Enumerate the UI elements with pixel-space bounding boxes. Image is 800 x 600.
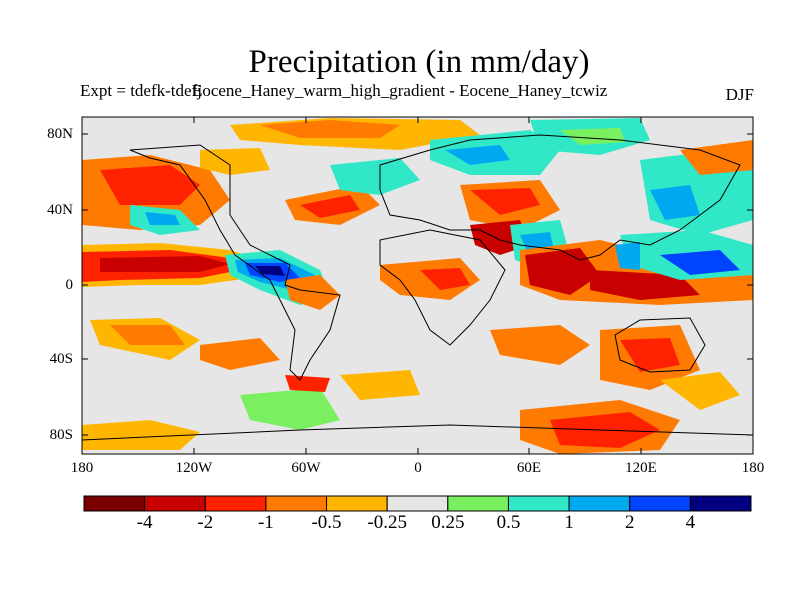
anomaly-patch (490, 325, 590, 365)
anomaly-patch (145, 212, 180, 225)
x-tick-label: 180 (70, 460, 94, 476)
colorbar-swatch (507, 495, 570, 512)
y-tick-label: 40S (49, 351, 73, 367)
colorbar (83, 495, 752, 512)
anomaly-patch (82, 420, 200, 450)
colorbar-swatch (204, 495, 267, 512)
anomaly-patch (445, 145, 510, 165)
precip-field (82, 117, 753, 454)
x-tick-label: 120W (175, 460, 213, 476)
colorbar-label: 0.25 (431, 512, 465, 533)
colorbar-swatch (265, 495, 328, 512)
anomaly-patch (340, 370, 420, 400)
anomaly-patch (660, 372, 740, 410)
colorbar-swatch (144, 495, 206, 512)
anomaly-patch (100, 165, 200, 205)
colorbar-label: 1 (564, 512, 574, 533)
y-tick-label: 80N (47, 126, 73, 142)
anomaly-patch (260, 120, 400, 138)
colorbar-swatch (386, 495, 449, 512)
coastlines (81, 134, 754, 441)
colorbar-label: -0.25 (367, 512, 407, 533)
anomaly-patch (615, 242, 640, 270)
colorbar-swatch (689, 495, 752, 512)
y-tick-label: 80S (49, 427, 73, 443)
colorbar-label: 0.5 (496, 512, 521, 533)
x-tick-label: 120E (625, 460, 657, 476)
colorbar-label: -2 (197, 512, 214, 533)
plot-subtitle: Expt = tdefk-tdefjEocene_Haney_warm_high… (80, 81, 607, 101)
colorbar-swatch (447, 495, 509, 512)
x-tick-label: 180 (741, 460, 765, 476)
anomaly-patch (660, 250, 740, 275)
experiment-label: Expt = tdefk-tdefj (80, 81, 202, 100)
colorbar-label: -1 (257, 512, 274, 533)
x-tick-label: 0 (414, 460, 422, 476)
colorbar-label: -0.5 (311, 512, 342, 533)
x-tick-label: 60E (516, 460, 542, 476)
colorbar-swatch (568, 495, 631, 512)
anomaly-patch (200, 148, 270, 175)
anomaly-patch (650, 185, 700, 220)
colorbar-label: 2 (624, 512, 635, 533)
axis-ticks (82, 117, 753, 454)
anomaly-patch (285, 275, 340, 310)
anomaly-patch (620, 338, 680, 372)
anomaly-patch (470, 188, 540, 215)
experiment-description: Eocene_Haney_warm_high_gradient - Eocene… (191, 81, 608, 100)
colorbar-swatch (629, 495, 691, 512)
plot-title: Precipitation (in mm/day) (248, 44, 590, 80)
anomaly-patch (240, 388, 340, 430)
colorbar-label: 4 (685, 512, 696, 533)
season-label: DJF (725, 85, 754, 104)
colorbar-label: -4 (136, 512, 153, 533)
anomaly-patch (420, 268, 470, 290)
anomaly-patch (110, 325, 185, 345)
anomaly-patch (680, 140, 753, 175)
anomaly-patch (285, 375, 330, 392)
anomaly-patch (560, 128, 625, 145)
anomaly-patch (330, 158, 420, 195)
anomaly-patch (200, 338, 280, 370)
colorbar-swatch (326, 495, 388, 512)
anomaly-patch (100, 256, 230, 272)
y-tick-label: 40N (47, 202, 73, 218)
anomaly-patch (255, 266, 285, 276)
y-tick-label: 0 (65, 277, 74, 293)
colorbar-swatch (83, 495, 146, 512)
anomaly-patch (300, 195, 360, 218)
x-tick-label: 60W (291, 460, 321, 476)
